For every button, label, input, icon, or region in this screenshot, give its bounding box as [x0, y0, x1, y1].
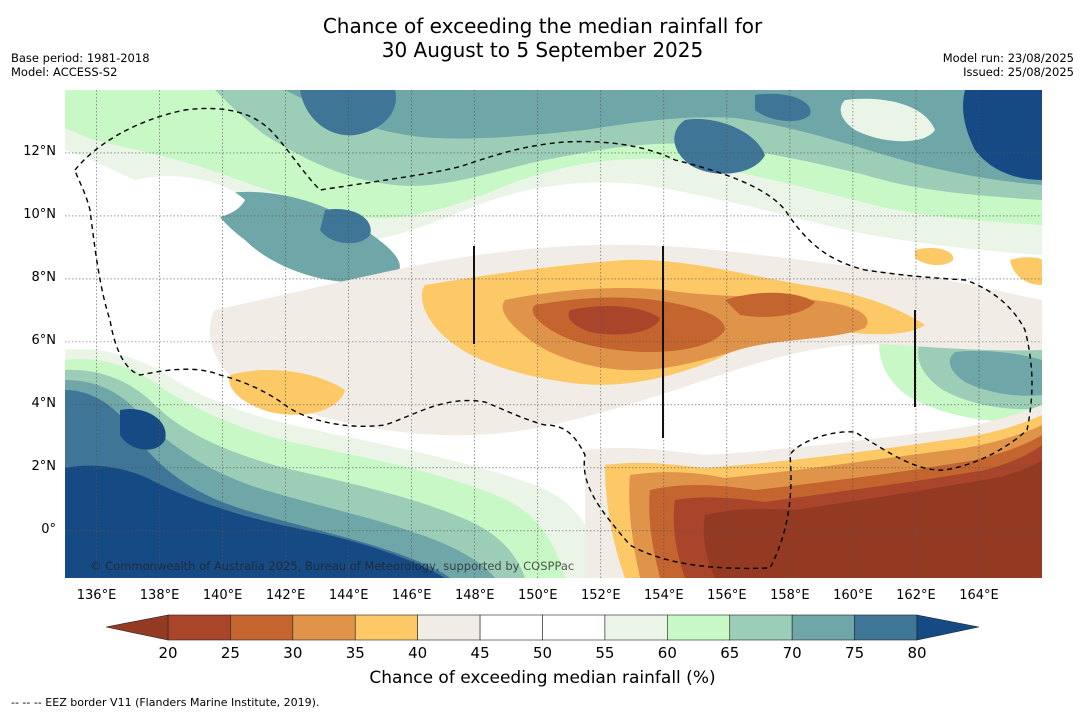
colorbar-tick-label: 75: [845, 644, 865, 662]
colorbar-tick-label: 70: [782, 644, 802, 662]
title-line-1: Chance of exceeding the median rainfall …: [322, 14, 763, 38]
latitude-label: 2°N: [31, 458, 57, 474]
colorbar-tick-label: 50: [532, 644, 553, 662]
longitude-label: 140°E: [202, 588, 243, 603]
longitude-label: 158°E: [770, 588, 810, 603]
colorbar-tick-label: 60: [657, 644, 677, 662]
longitude-label: 164°E: [959, 588, 999, 603]
map-title: Chance of exceeding the median rainfall …: [0, 14, 1085, 62]
longitude-label: 160°E: [833, 588, 873, 603]
rainfall-map: [65, 90, 1042, 578]
eez-legend-note: -- -- -- EEZ border V11 (Flanders Marine…: [11, 696, 320, 709]
latitude-label: 0°: [41, 521, 56, 537]
latitude-label: 10°N: [23, 206, 56, 222]
title-line-2: 30 August to 5 September 2025: [381, 38, 704, 62]
colorbar-tick-label: 30: [283, 644, 303, 662]
colorbar: [106, 614, 979, 641]
colorbar-tick-label: 25: [220, 644, 240, 662]
colorbar-segment-50-55: [542, 614, 606, 641]
colorbar-segment-70-75: [791, 614, 855, 641]
boundary-lines: [473, 246, 916, 438]
base-period-info: Base period: 1981-2018 Model: ACCESS-S2: [11, 51, 150, 79]
colorbar-segment-45-50: [479, 614, 543, 641]
copyright-note: © Commonwealth of Australia 2025, Bureau…: [90, 559, 575, 573]
graticule: [65, 90, 1042, 578]
longitude-label: 162°E: [896, 588, 936, 603]
colorbar-tick-label: 20: [158, 644, 178, 662]
colorbar-segment-60-65: [667, 614, 731, 641]
colorbar-segment-55-60: [604, 614, 668, 641]
longitude-label: 150°E: [517, 588, 558, 603]
eez-borders: [74, 107, 1033, 570]
colorbar-segment-35-40: [354, 614, 418, 641]
colorbar-tick-label: 35: [345, 644, 365, 662]
contour-35-40-north-spot: [915, 248, 954, 266]
contour-35-40-east-spot: [1010, 257, 1042, 285]
contour-80-up-southwest-blob: [120, 409, 166, 450]
base-period: Base period: 1981-2018: [11, 51, 150, 65]
longitude-label: 142°E: [265, 588, 306, 603]
latitude-label: 8°N: [31, 269, 57, 285]
colorbar-under-arrow: [106, 614, 169, 641]
colorbar-tick-label: 55: [595, 644, 615, 662]
contour-below-20-southeast: [703, 460, 1042, 578]
colorbar-segment-30-35: [292, 614, 356, 641]
colorbar-segment-25-30: [230, 614, 294, 641]
eez-border-palau-fsm: [74, 107, 1033, 570]
colorbar-segments: [167, 614, 918, 641]
colorbar-segment-65-70: [729, 614, 793, 641]
longitude-label: 138°E: [139, 588, 180, 603]
longitude-label: 136°E: [76, 588, 117, 603]
contour-55-60-north-white-a: [133, 176, 245, 220]
colorbar-segment-40-45: [417, 614, 481, 641]
latitude-label: 12°N: [23, 143, 56, 159]
colorbar-tick-label: 45: [470, 644, 490, 662]
colorbar-segment-75-80: [854, 614, 918, 641]
contour-80-up-northeast: [963, 90, 1042, 180]
model-name: Model: ACCESS-S2: [11, 65, 118, 79]
contour-75-80-north-a: [300, 90, 396, 136]
colorbar-label: Chance of exceeding median rainfall (%): [369, 668, 716, 688]
latitude-label: 6°N: [31, 332, 57, 348]
colorbar-segment-20-25: [167, 614, 231, 641]
contour-55-60-north-white-b: [840, 98, 935, 142]
issued-date: Issued: 25/08/2025: [963, 65, 1074, 79]
contour-25-30-central-east: [725, 292, 815, 317]
longitude-label: 148°E: [454, 588, 495, 603]
colorbar-tick-label: 40: [408, 644, 428, 662]
contour-35-40-west: [229, 370, 345, 415]
colorbar-tick-label: 80: [907, 644, 927, 662]
longitude-label: 154°E: [644, 588, 684, 603]
contour-70-75-east: [949, 350, 1042, 396]
contour-75-80-north-c: [320, 209, 371, 244]
run-info: Model run: 23/08/2025 Issued: 25/08/2025: [943, 51, 1074, 79]
colorbar-over-arrow: [916, 614, 979, 641]
shaded-contours: [65, 90, 1042, 578]
longitude-label: 146°E: [391, 588, 432, 603]
latitude-label: 4°N: [31, 395, 57, 411]
contour-20-25-central: [568, 306, 660, 335]
contour-75-80-north-b: [674, 119, 765, 174]
contour-70-75-west-band: [214, 191, 400, 283]
contour-80-up-southwest: [65, 465, 445, 578]
colorbar-tick-label: 65: [720, 644, 740, 662]
longitude-label: 152°E: [581, 588, 621, 603]
longitude-label: 144°E: [328, 588, 369, 603]
longitude-label: 156°E: [707, 588, 747, 603]
model-run: Model run: 23/08/2025: [942, 51, 1074, 65]
contour-75-80-north-d: [755, 93, 811, 122]
